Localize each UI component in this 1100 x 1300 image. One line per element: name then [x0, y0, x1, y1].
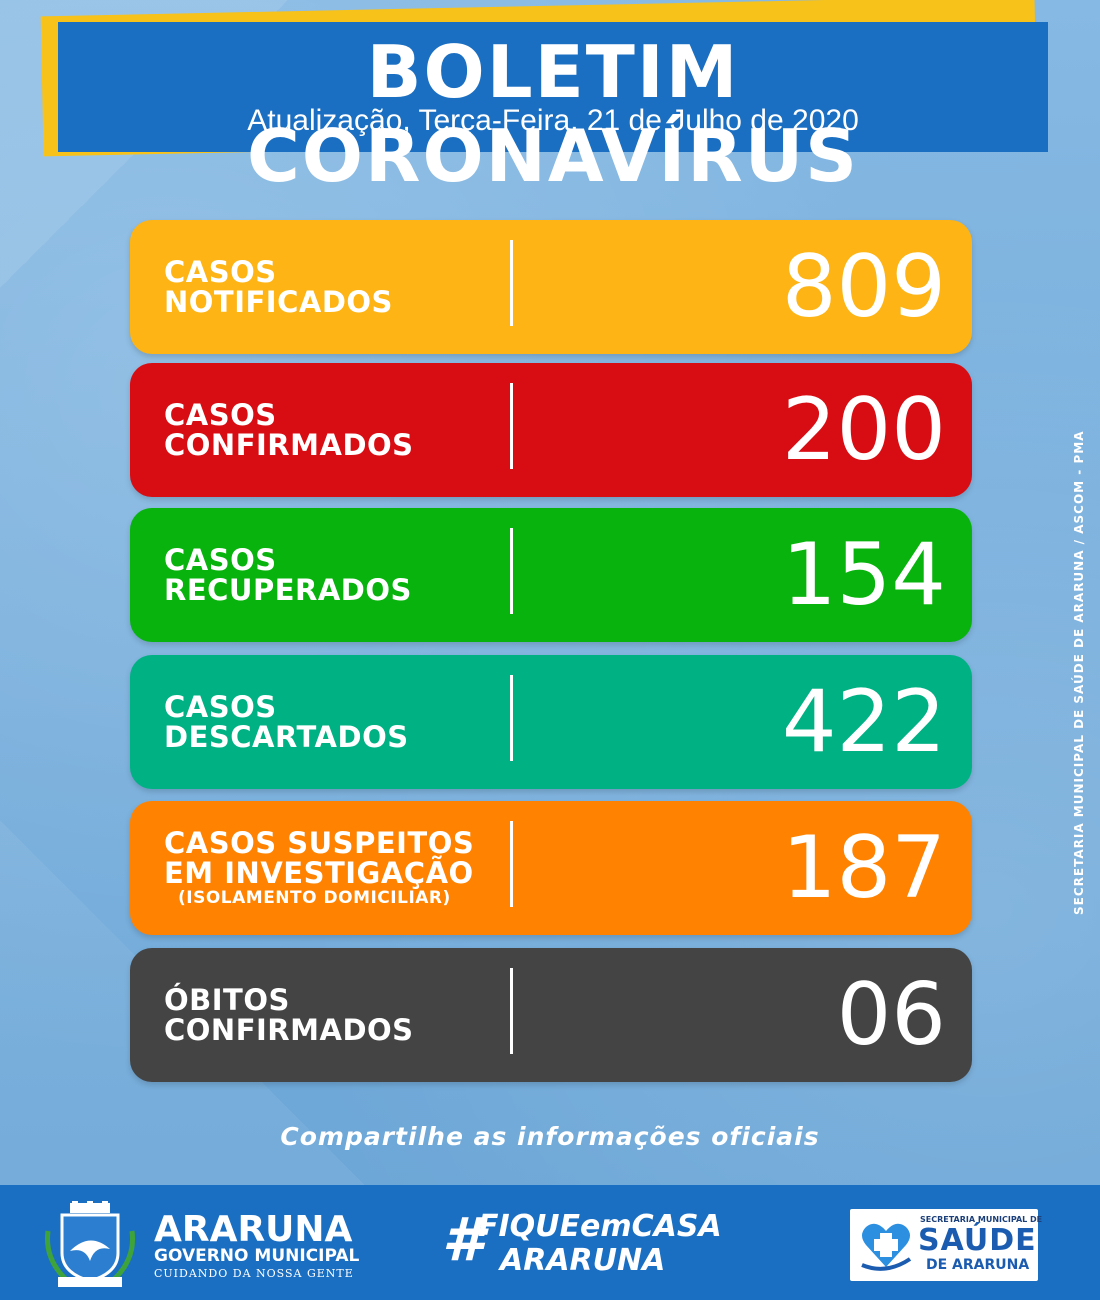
card-casos-descartados: CASOS DESCARTADOS 422 [130, 655, 972, 789]
card-value: 06 [836, 965, 946, 1065]
card-value: 422 [781, 672, 946, 772]
card-label-line2: NOTIFICADOS [164, 285, 393, 319]
card-label-line2: RECUPERADOS [164, 573, 412, 607]
hashtag-line2: ARARUNA [500, 1243, 666, 1278]
card-label: ÓBITOS CONFIRMADOS [164, 948, 414, 1082]
government-label: GOVERNO MUNICIPAL [154, 1246, 360, 1266]
share-text: Compartilhe as informações oficiais [280, 1122, 820, 1151]
card-divider [510, 528, 513, 614]
header-banner [58, 22, 1048, 152]
hashtag-symbol: # [442, 1205, 484, 1275]
card-divider [510, 240, 513, 326]
card-label-line1: CASOS [164, 398, 277, 432]
card-label-line2: CONFIRMADOS [164, 1013, 414, 1047]
footer-bar: ARARUNA GOVERNO MUNICIPAL CUIDANDO DA NO… [0, 1185, 1100, 1300]
card-divider [510, 821, 513, 907]
card-label-line1: CASOS [164, 543, 277, 577]
card-divider [510, 383, 513, 469]
card-label-line1: CASOS [164, 690, 277, 724]
card-value: 187 [781, 818, 946, 918]
side-credit: SECRETARIA MUNICIPAL DE SAÚDE DE ARARUNA… [1072, 430, 1086, 915]
card-casos-notificados: CASOS NOTIFICADOS 809 [130, 220, 972, 354]
card-divider [510, 675, 513, 761]
health-secretariat-label: SECRETARIA MUNICIPAL DE [920, 1215, 1043, 1224]
health-heart-icon [861, 1223, 912, 1271]
city-name: ARARUNA [154, 1209, 353, 1250]
hashtag-line1: FIQUEemCASA [478, 1209, 722, 1244]
card-label-line1: CASOS [164, 255, 277, 289]
card-value: 200 [781, 380, 946, 480]
card-casos-confirmados: CASOS CONFIRMADOS 200 [130, 363, 972, 497]
card-label: CASOS SUSPEITOS EM INVESTIGAÇÃO (ISOLAME… [164, 801, 474, 935]
health-subtitle: DE ARARUNA [926, 1257, 1030, 1273]
city-crest-icon [44, 1201, 136, 1287]
card-casos-recuperados: CASOS RECUPERADOS 154 [130, 508, 972, 642]
card-label: CASOS RECUPERADOS [164, 508, 412, 642]
health-title: SAÚDE [918, 1223, 1037, 1258]
card-divider [510, 968, 513, 1054]
card-value: 809 [781, 237, 946, 337]
card-label-line3: (ISOLAMENTO DOMICILIAR) [178, 888, 451, 908]
card-label-line2: DESCARTADOS [164, 720, 409, 754]
card-label-line2: CONFIRMADOS [164, 428, 414, 462]
government-tagline: CUIDANDO DA NOSSA GENTE [154, 1267, 354, 1280]
page-title: BOLETIM CORONAVÍRUS [246, 30, 860, 198]
card-label-line2: EM INVESTIGAÇÃO [164, 856, 474, 890]
card-casos-suspeitos: CASOS SUSPEITOS EM INVESTIGAÇÃO (ISOLAME… [130, 801, 972, 935]
card-label: CASOS NOTIFICADOS [164, 220, 393, 354]
update-date: Atualização, Terça-Feira, 21 de Julho de… [247, 104, 859, 137]
card-obitos-confirmados: ÓBITOS CONFIRMADOS 06 [130, 948, 972, 1082]
health-secretariat-logo: SECRETARIA MUNICIPAL DE SAÚDE DE ARARUNA [850, 1209, 1042, 1281]
card-label: CASOS CONFIRMADOS [164, 363, 414, 497]
card-value: 154 [781, 525, 946, 625]
card-label: CASOS DESCARTADOS [164, 655, 409, 789]
card-label-line1: CASOS SUSPEITOS [164, 826, 475, 860]
card-label-line1: ÓBITOS [164, 983, 290, 1017]
